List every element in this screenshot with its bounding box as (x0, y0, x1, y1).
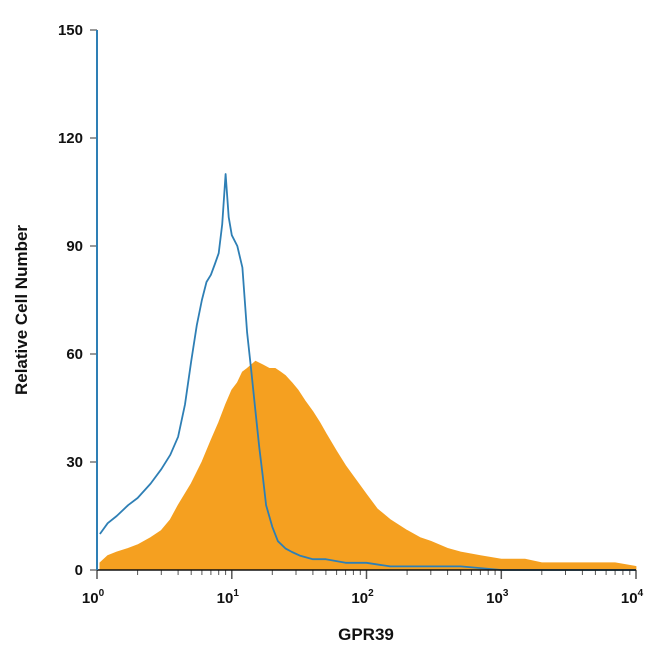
x-tick-label: 101 (217, 588, 240, 607)
x-axis-tick-labels: 100 101 102 103 104 (82, 588, 644, 607)
y-tick-label: 30 (66, 454, 83, 471)
y-axis-tick-labels: 0 30 60 90 120 150 (58, 22, 83, 579)
series-1-outline-histogram (99, 173, 636, 571)
y-tick-label: 90 (66, 238, 83, 255)
y-tick-label: 60 (66, 346, 83, 363)
series-0-filled-histogram (99, 360, 637, 571)
x-tick-label: 103 (486, 588, 509, 607)
plot-area (99, 173, 637, 571)
x-tick-label: 102 (351, 588, 374, 607)
x-axis-ticks (96, 570, 637, 579)
y-tick-label: 120 (58, 130, 83, 147)
y-axis-title: Relative Cell Number (12, 225, 31, 395)
y-axis-ticks (90, 29, 97, 571)
x-axis-title: GPR39 (338, 625, 394, 644)
x-tick-label: 104 (621, 588, 644, 607)
y-tick-label: 0 (75, 562, 83, 579)
y-tick-label: 150 (58, 22, 83, 39)
x-tick-label: 100 (82, 588, 105, 607)
